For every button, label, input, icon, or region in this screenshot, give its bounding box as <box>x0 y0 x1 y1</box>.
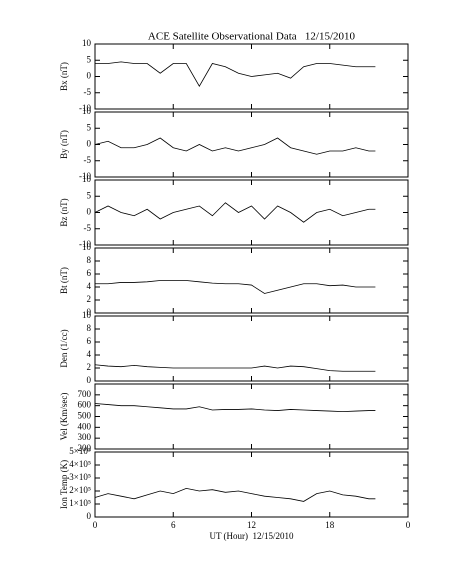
y-tick-label: 4×10⁵ <box>69 459 91 469</box>
y-axis-label: Bt (nT) <box>59 267 69 294</box>
y-tick-label: 10 <box>82 242 92 252</box>
y-axis-label: Bz (nT) <box>59 198 69 226</box>
y-tick-label: 200 <box>78 443 92 453</box>
data-line <box>94 364 376 372</box>
y-tick-label: 0 <box>87 139 92 149</box>
y-tick-label: 5 <box>87 54 92 64</box>
y-tick-label: 10 <box>82 106 92 116</box>
y-tick-label: 500 <box>78 411 92 421</box>
y-tick-label: 0 <box>87 375 92 385</box>
y-tick-label: 10 <box>82 174 92 184</box>
y-tick-label: 0 <box>87 511 92 521</box>
x-tick-label: 6 <box>171 520 176 530</box>
data-line <box>94 403 376 413</box>
y-tick-label: -5 <box>84 155 92 165</box>
y-tick-label: 8 <box>87 323 92 333</box>
y-tick-label: 6 <box>87 268 92 278</box>
y-tick-label: 6 <box>87 336 92 346</box>
y-tick-label: 10 <box>82 38 92 48</box>
panel-frame <box>94 179 409 246</box>
y-tick-label: 1×10⁵ <box>69 498 91 508</box>
y-tick-label: 2×10⁵ <box>69 485 91 495</box>
y-tick-label: 4 <box>87 281 92 291</box>
y-tick-label: 0 <box>87 207 92 217</box>
y-tick-label: 0 <box>87 71 92 81</box>
y-tick-label: 5×10⁵ <box>69 446 91 456</box>
panel-frame <box>94 383 409 450</box>
y-axis-label: Vel (Km/sec) <box>59 393 69 441</box>
panel-frame <box>94 247 409 314</box>
x-tick-label: 12 <box>247 520 256 530</box>
y-axis-label: Den (1/cc) <box>59 329 69 367</box>
y-tick-label: -10 <box>79 103 91 113</box>
y-axis-label: By (nT) <box>59 130 69 159</box>
y-tick-label: 0 <box>87 307 92 317</box>
data-line <box>94 202 376 223</box>
y-tick-label: -5 <box>84 223 92 233</box>
y-axis-label: Ion Temp (K) <box>59 460 69 509</box>
panel-frame <box>94 451 409 518</box>
y-tick-label: 8 <box>87 255 92 265</box>
y-tick-label: 4 <box>87 349 92 359</box>
y-tick-label: 2 <box>87 294 92 304</box>
y-axis-label: Bx (nT) <box>59 62 69 91</box>
y-tick-label: 600 <box>78 400 92 410</box>
x-tick-label: 0 <box>93 520 98 530</box>
y-tick-label: 10 <box>82 310 92 320</box>
y-tick-label: -10 <box>79 171 91 181</box>
x-tick-label: 18 <box>325 520 335 530</box>
data-line <box>95 61 376 88</box>
data-line <box>95 280 376 294</box>
x-axis-label: UT (Hour) 12/15/2010 <box>209 531 294 541</box>
y-tick-label: 700 <box>78 389 92 399</box>
y-tick-label: 5 <box>87 122 92 132</box>
y-tick-label: 2 <box>87 362 92 372</box>
chart-title: ACE Satellite Observational Data 12/15/2… <box>148 31 356 43</box>
data-line <box>94 137 376 155</box>
x-tick-label: 0 <box>406 520 411 530</box>
y-tick-label: -10 <box>79 239 91 249</box>
y-tick-label: 300 <box>78 432 92 442</box>
y-tick-label: 5 <box>87 190 92 200</box>
y-tick-label: -5 <box>84 87 92 97</box>
y-tick-label: 400 <box>78 421 92 431</box>
y-tick-label: 3×10⁵ <box>69 472 91 482</box>
data-line <box>94 487 376 502</box>
panel-frame <box>94 111 409 178</box>
